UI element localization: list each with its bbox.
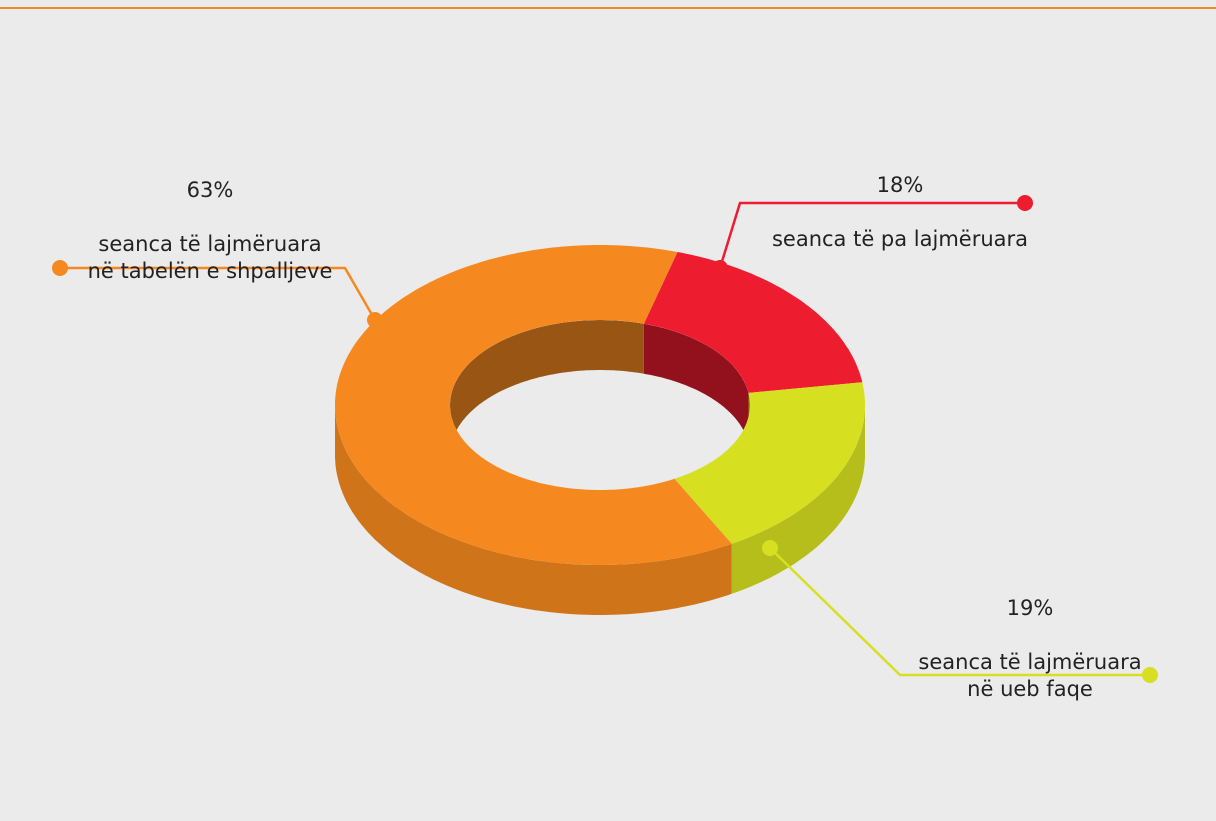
label-0: 63% seanca të lajmëruara në tabelën e sh…: [40, 150, 380, 285]
leader-dot: [367, 312, 383, 328]
label-2: 19% seanca të lajmëruara në ueb faqe: [860, 568, 1200, 703]
inner-wall: [643, 323, 749, 443]
leader-dot: [712, 260, 728, 276]
category-label: seanca të lajmëruara në tabelën e shpall…: [87, 232, 333, 283]
outer-wall: [335, 405, 732, 615]
slice: [643, 252, 863, 393]
leader-dot: [1142, 667, 1158, 683]
value-label: 18%: [876, 173, 924, 197]
category-label: seanca të pa lajmëruara: [771, 227, 1029, 251]
leader-line: [769, 547, 1150, 677]
slice: [335, 245, 732, 565]
leader-dot: [52, 260, 68, 276]
leader-line: [60, 266, 377, 321]
value-label: 63%: [186, 178, 234, 202]
inner-wall: [450, 320, 644, 455]
slice: [674, 382, 865, 544]
leader-dot: [762, 540, 778, 556]
leader-dot: [1017, 195, 1033, 211]
label-1: 18% seanca të pa lajmëruara: [730, 145, 1070, 253]
leader-line: [718, 201, 1025, 269]
category-label: seanca të lajmëruara në ueb faqe: [918, 650, 1142, 701]
top-faces: [335, 245, 865, 565]
value-label: 19%: [1006, 596, 1054, 620]
leaders: [52, 195, 1158, 683]
